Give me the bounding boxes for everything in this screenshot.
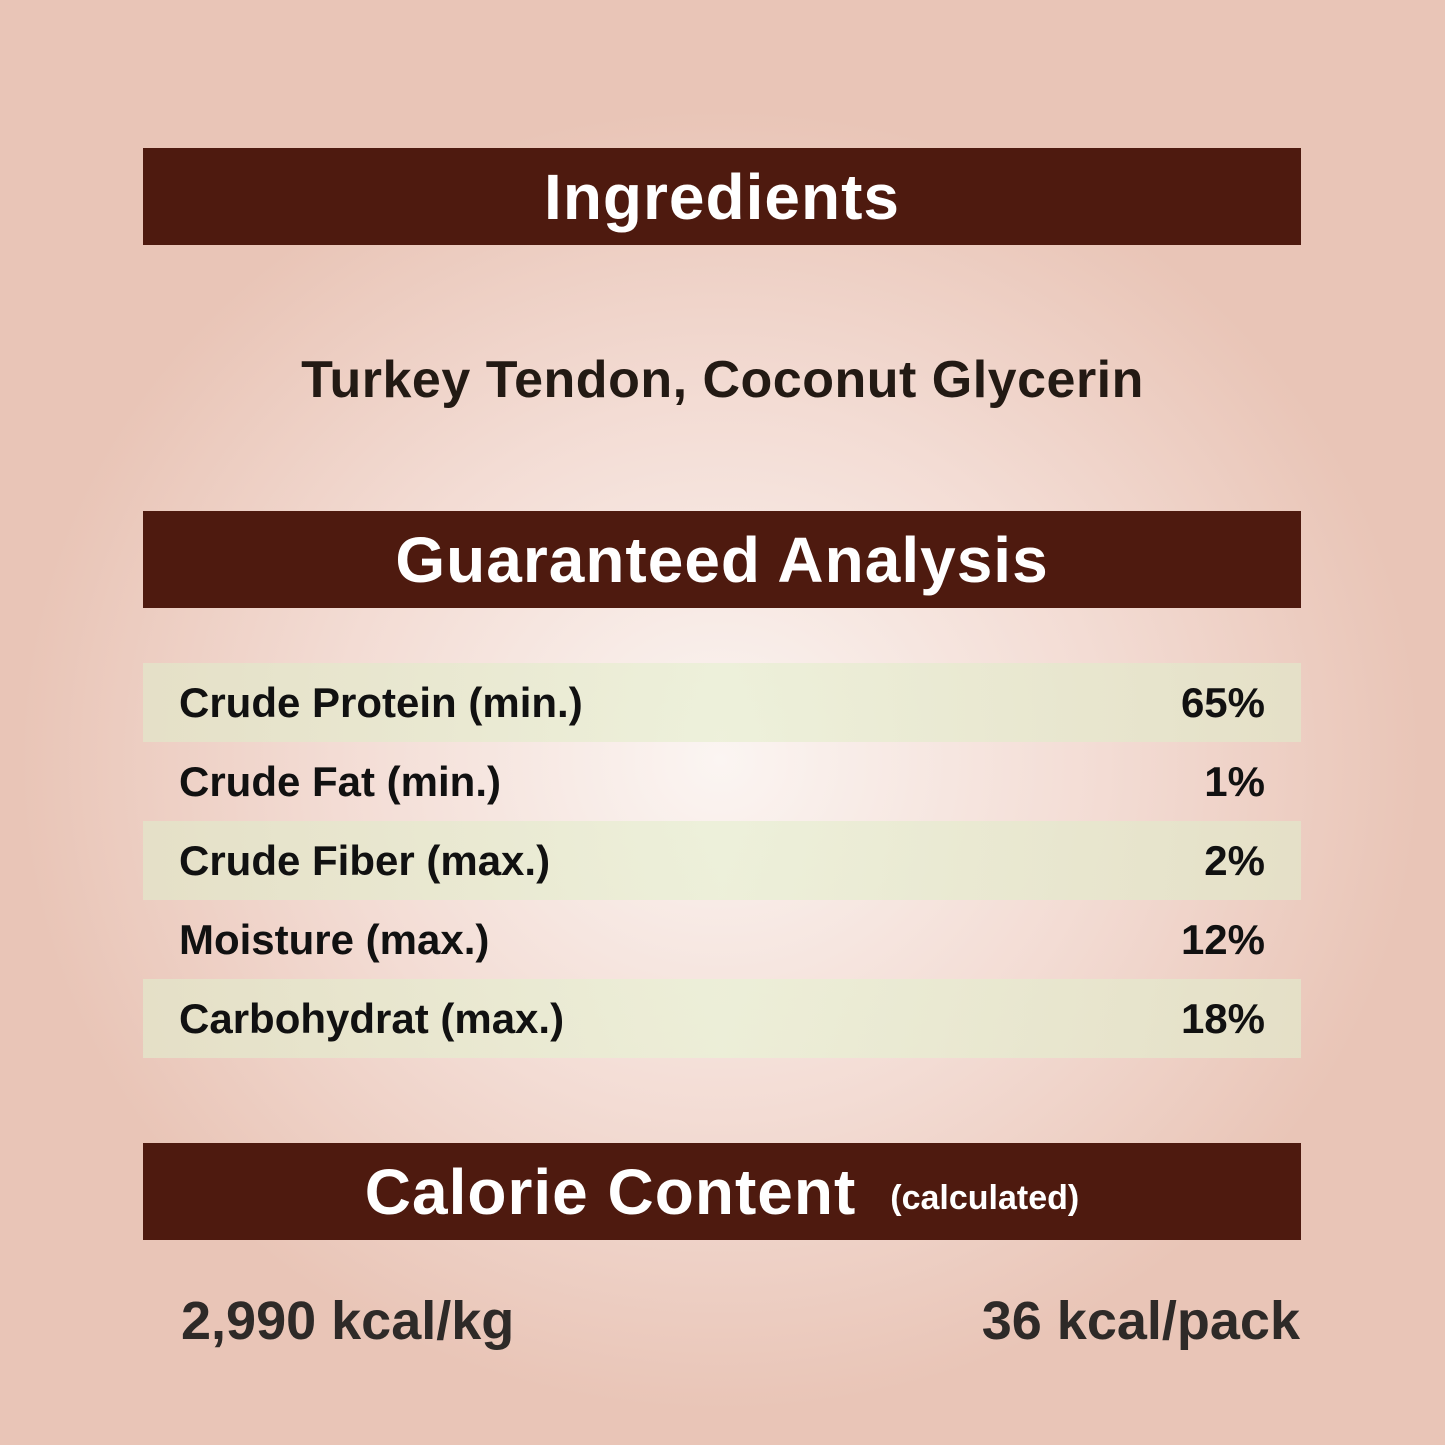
calorie-per-pack: 36 kcal/pack <box>981 1291 1300 1351</box>
analysis-row: Crude Fiber (max.) 2% <box>143 821 1301 900</box>
analysis-row: Carbohydrat (max.) 18% <box>143 979 1301 1058</box>
row-value: 2% <box>1204 836 1265 884</box>
row-value: 12% <box>1180 915 1265 963</box>
analysis-header: Guaranteed Analysis <box>143 511 1301 608</box>
analysis-table: Crude Protein (min.) 65% Crude Fat (min.)… <box>143 663 1301 1058</box>
analysis-row: Moisture (max.) 12% <box>143 900 1301 979</box>
row-label: Carbohydrat (max.) <box>179 994 565 1042</box>
row-label: Crude Protein (min.) <box>179 678 583 726</box>
row-label: Crude Fat (min.) <box>179 757 501 805</box>
calorie-per-kg: 2,990 kcal/kg <box>181 1291 515 1351</box>
row-label: Crude Fiber (max.) <box>179 836 551 884</box>
calorie-heading: Calorie Content <box>364 1155 857 1228</box>
analysis-row: Crude Protein (min.) 65% <box>143 663 1301 742</box>
analysis-row: Crude Fat (min.) 1% <box>143 742 1301 821</box>
ingredients-heading: Ingredients <box>544 160 900 233</box>
ingredients-text: Turkey Tendon, Coconut Glycerin <box>301 351 1144 409</box>
row-value: 65% <box>1180 678 1265 726</box>
row-value: 1% <box>1204 757 1265 805</box>
calorie-subheading: (calculated) <box>890 1179 1080 1217</box>
row-value: 18% <box>1180 994 1265 1042</box>
row-label: Moisture (max.) <box>179 915 490 963</box>
calorie-header: Calorie Content (calculated) <box>143 1143 1301 1240</box>
analysis-heading: Guaranteed Analysis <box>395 523 1049 596</box>
ingredients-header: Ingredients <box>143 148 1301 245</box>
